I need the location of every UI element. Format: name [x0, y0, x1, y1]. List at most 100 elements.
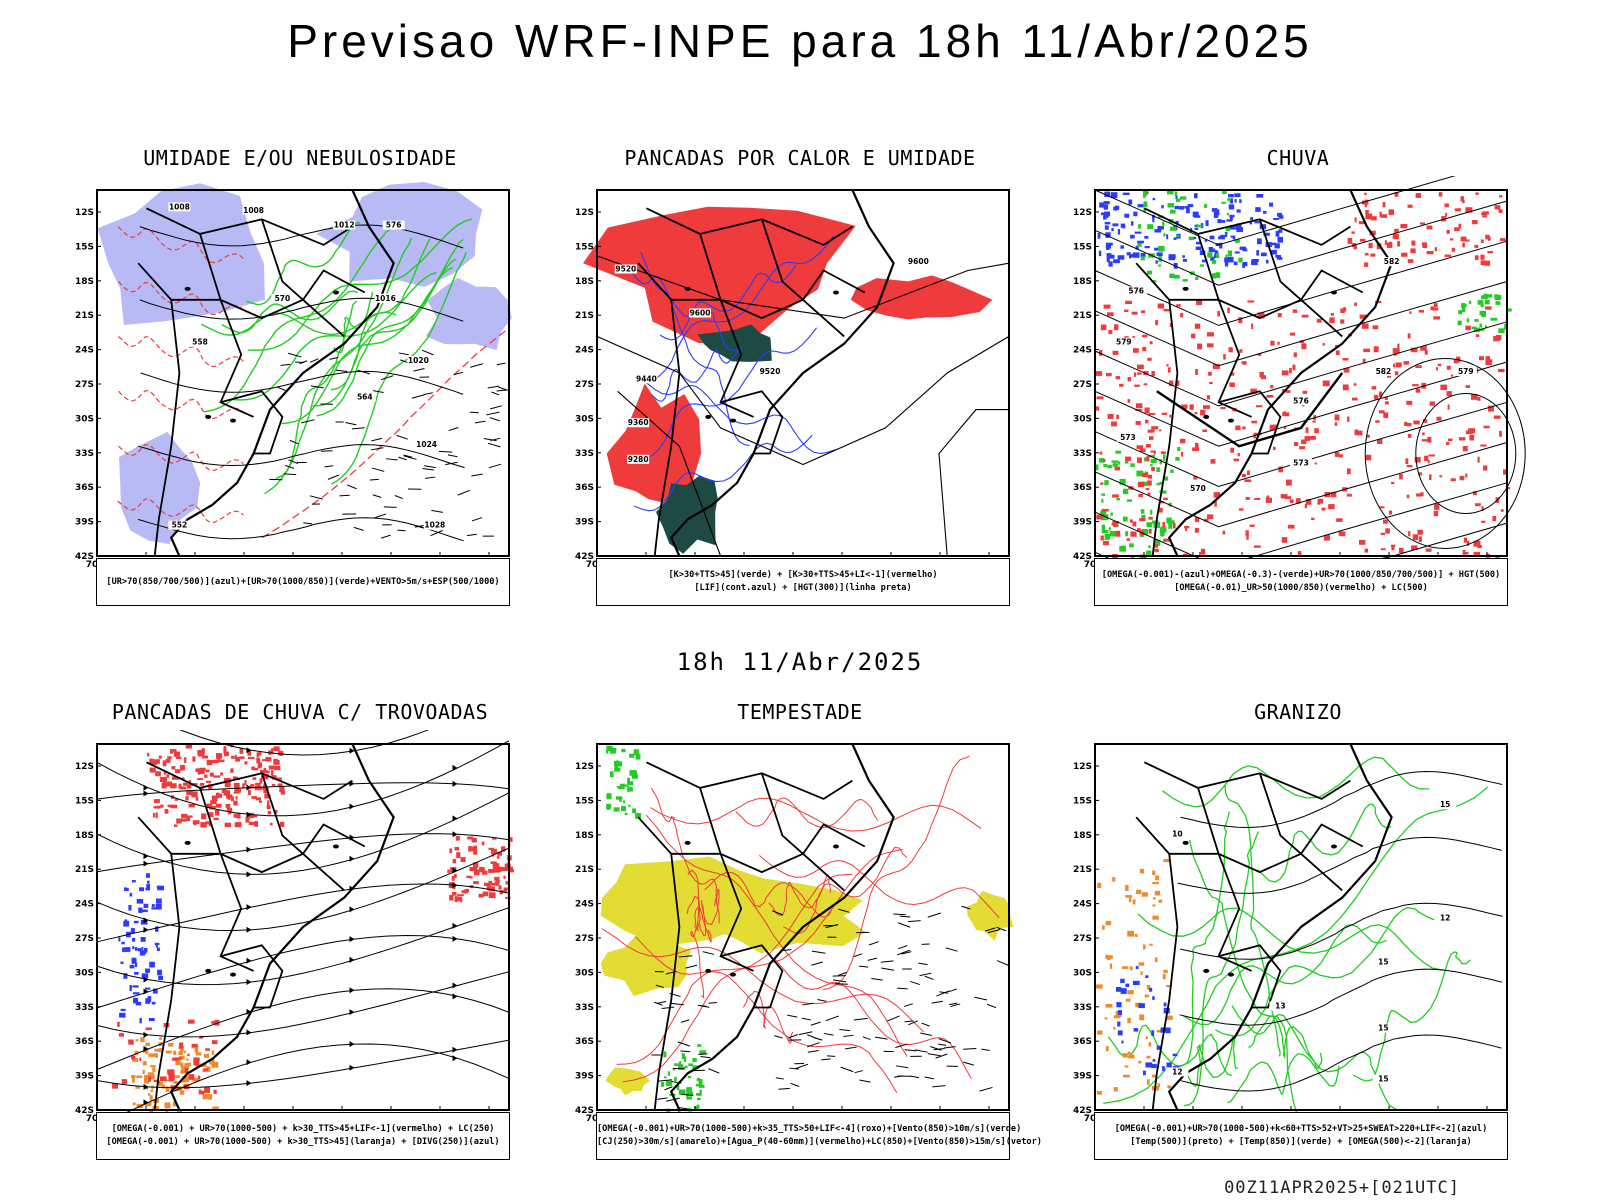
storm-cell-red	[203, 1068, 208, 1072]
storm-cell-red	[271, 748, 274, 754]
contour-label: 576	[1128, 286, 1144, 295]
rain-cell-green	[1167, 203, 1174, 208]
wind-vector	[880, 960, 894, 963]
lat-tick-label: 36S	[75, 483, 94, 493]
omega-cell-orange	[1109, 955, 1113, 959]
contour-label-bg	[271, 293, 294, 303]
rain-cell-red	[1346, 493, 1352, 497]
omega-cell-orange	[1151, 1074, 1156, 1078]
rain-cell-red	[1149, 341, 1153, 345]
storm-cell-red	[161, 782, 167, 789]
lif-contour-blue	[639, 374, 836, 455]
lat-tick-label: 30S	[575, 968, 594, 978]
storm-cell-red	[252, 777, 257, 780]
wind-vector	[487, 385, 499, 389]
legend-line-1: [UR>70(850/700/500)](azul)+[UR>70(1000/8…	[106, 576, 500, 587]
rain-cell-red	[1485, 306, 1492, 310]
flow-arrow	[452, 922, 458, 929]
wind-vector	[938, 1043, 947, 1046]
storm-cell-red	[174, 798, 179, 801]
rain-cell-green	[1113, 462, 1117, 466]
wind-area-green	[606, 793, 612, 800]
storm-cell-orange	[148, 1053, 156, 1057]
rain-cell-green	[1158, 264, 1161, 267]
rain-cell-red	[1438, 192, 1443, 197]
rain-cell-red	[1384, 396, 1388, 400]
rain-cell-green	[1477, 300, 1484, 305]
lat-tick-label: 18S	[575, 831, 594, 841]
rain-cell-red	[1418, 310, 1424, 313]
lat-tick-label: 21S	[75, 865, 94, 875]
temp500-contour	[1180, 770, 1503, 829]
rain-cell-green	[1176, 198, 1181, 203]
rain-cell-red	[1385, 401, 1389, 405]
rain-cell-blue	[1193, 215, 1201, 218]
wind-vector	[933, 1048, 945, 1051]
lat-tick-label: 15S	[1073, 242, 1092, 252]
storm-cell-red	[184, 757, 187, 764]
streamline	[96, 792, 510, 875]
rain-cell-blue	[1254, 221, 1261, 224]
rain-cell-green	[1136, 470, 1144, 477]
rain-cell-red	[1269, 424, 1276, 431]
rain-cell-blue	[1111, 228, 1114, 231]
rain-cell-red	[1136, 445, 1144, 449]
hail-cell-blue	[1117, 1010, 1122, 1015]
rain-cell-blue	[1234, 193, 1241, 198]
temp850-contour-green	[1257, 803, 1392, 883]
rain-cell-red	[1141, 310, 1146, 314]
rain-cell-red	[1114, 324, 1119, 331]
divergence-cell-blue	[138, 907, 143, 913]
rain-cell-red	[1160, 451, 1166, 454]
storm-cell-red	[255, 797, 261, 801]
rain-cell-red	[1358, 221, 1365, 225]
rain-cell-blue	[1229, 214, 1235, 218]
storm-cell-red	[231, 755, 235, 759]
wind-vector	[471, 517, 483, 522]
wind-vector	[786, 1014, 798, 1018]
rain-cell-green	[1108, 527, 1111, 531]
rain-cell-red	[1477, 545, 1482, 549]
forecast-date-label: 18h 11/Abr/2025	[676, 648, 924, 676]
wind-vector	[834, 983, 848, 985]
storm-cell-orange	[211, 1050, 215, 1055]
storm-cell-red	[280, 791, 285, 795]
wind-vector	[289, 439, 299, 445]
contour-label: 9280	[628, 455, 649, 464]
wind-area-green	[627, 777, 630, 784]
omega-cell-orange	[1104, 1017, 1108, 1020]
divergence-cell-blue	[155, 944, 158, 948]
rain-cell-blue	[1174, 205, 1180, 210]
omega-cell-orange	[1135, 891, 1141, 895]
rain-cell-red	[1210, 459, 1216, 464]
water-contour-red	[616, 873, 853, 1065]
contour-label-bg	[1125, 286, 1148, 296]
rain-cell-green	[1173, 275, 1180, 279]
lake-marker	[1203, 414, 1210, 419]
divergence-cell-blue	[141, 947, 144, 952]
rain-cell-red	[1103, 540, 1109, 546]
rain-cell-red	[1460, 196, 1464, 202]
storm-cell-red	[198, 768, 205, 775]
lake-marker	[1330, 290, 1337, 295]
temp850-contour-green	[1231, 1005, 1397, 1110]
map-frame	[596, 189, 1010, 557]
storm-cell-orange	[157, 1081, 163, 1086]
storm-cell-red	[187, 1053, 190, 1057]
storm-cell-red	[260, 787, 264, 790]
storm-cell-orange	[198, 1089, 202, 1092]
storm-cell-red	[148, 1076, 151, 1082]
storm-cell-red	[215, 803, 222, 808]
rain-cell-red	[1485, 359, 1492, 366]
storm-cell-red	[486, 885, 491, 890]
wind-vector	[431, 509, 443, 513]
rain-cell-red	[1103, 304, 1111, 309]
wind-vector	[351, 427, 365, 430]
storm-cell-orange	[135, 1039, 139, 1042]
wind-vector	[489, 417, 500, 422]
rain-cell-green	[1457, 320, 1462, 326]
rain-cell-red	[1266, 395, 1274, 398]
wind-area-green	[616, 761, 623, 767]
rain-cell-red	[1260, 375, 1266, 380]
wind-area-green	[695, 1084, 701, 1087]
